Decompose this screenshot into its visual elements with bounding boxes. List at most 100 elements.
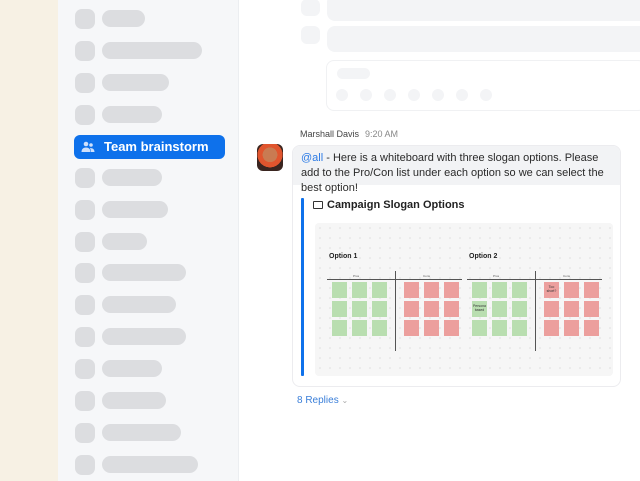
channel-icon [75,105,95,125]
channel-label-placeholder [102,74,169,91]
pro-sticky-note [372,282,387,298]
channel-icon [75,263,95,283]
con-sticky-note: Too short? [544,282,559,298]
pro-sticky-note [372,320,387,336]
background-strip [0,0,58,481]
pros-label: Pros [493,274,500,278]
divider-line [327,279,462,280]
pro-sticky-note [472,320,487,336]
message-header: Marshall Davis 9:20 AM [300,129,398,139]
placeholder-dot [360,89,372,101]
con-sticky-note [444,282,459,298]
channel-label-placeholder [102,424,181,441]
con-sticky-note [424,282,439,298]
message-body: - Here is a whiteboard with three slogan… [301,152,604,194]
pros-label: Pros [353,274,360,278]
channel-label-placeholder [102,264,186,281]
divider-line [535,271,536,351]
con-sticky-note [564,320,579,336]
card-title[interactable]: Campaign Slogan Options [313,199,465,211]
con-sticky-note [564,301,579,317]
placeholder-dot [456,89,468,101]
channel-label-placeholder [102,360,162,377]
placeholder-avatar [301,26,320,44]
pro-sticky-note [492,301,507,317]
pro-sticky-note [512,320,527,336]
channel-icon [75,423,95,443]
pro-sticky-note [472,282,487,298]
pro-sticky-note [492,282,507,298]
timestamp: 9:20 AM [365,129,399,139]
replies-link[interactable]: 8 Replies ⌄ [297,395,348,406]
con-sticky-note [544,301,559,317]
whiteboard-preview[interactable]: Option 1 Pros Cons Option 2 Pros Cons Too shor… [315,223,613,376]
author-name[interactable]: Marshall Davis [300,129,360,139]
placeholder-bar [337,68,370,79]
channel-label-placeholder [102,392,166,409]
con-sticky-note [424,320,439,336]
con-sticky-note [444,301,459,317]
pro-sticky-note [332,282,347,298]
placeholder-message [327,26,640,52]
con-sticky-note [544,320,559,336]
channel-icon [75,200,95,220]
option-label: Option 2 [469,253,498,260]
card-accent-bar [301,198,304,376]
pro-sticky-note [492,320,507,336]
pro-sticky-note [512,301,527,317]
pro-sticky-note [512,282,527,298]
message-text: @all - Here is a whiteboard with three s… [293,146,620,194]
channel-icon [75,295,95,315]
placeholder-card [326,60,640,111]
placeholder-dot [480,89,492,101]
cons-label: Cons [423,274,431,278]
placeholder-dot [336,89,348,101]
group-icon [81,141,95,152]
pro-sticky-note [352,282,367,298]
placeholder-dot [408,89,420,101]
chevron-down-icon: ⌄ [341,396,349,405]
avatar[interactable] [257,144,283,171]
channel-icon [75,9,95,29]
channel-label-placeholder [102,296,176,313]
con-sticky-note [584,282,599,298]
replies-count: 8 Replies [297,395,339,406]
con-sticky-note [404,301,419,317]
message-bubble: @all - Here is a whiteboard with three s… [292,145,621,387]
placeholder-message [327,0,640,21]
channel-icon [75,391,95,411]
channel-icon [75,41,95,61]
channel-icon [75,327,95,347]
whiteboard-icon [313,201,323,209]
sidebar-item-team-brainstorm[interactable]: Team brainstorm [74,135,225,159]
sidebar [58,0,239,481]
con-sticky-note [444,320,459,336]
pro-sticky-note [332,301,347,317]
con-sticky-note [564,282,579,298]
pro-sticky-note [352,301,367,317]
con-sticky-note [584,301,599,317]
sidebar-item-label: Team brainstorm [104,139,209,154]
divider-line [467,279,602,280]
channel-label-placeholder [102,42,202,59]
card-title-text: Campaign Slogan Options [327,199,465,211]
channel-icon [75,359,95,379]
divider-line [395,271,396,351]
placeholder-dot [384,89,396,101]
pro-sticky-note [352,320,367,336]
channel-label-placeholder [102,106,162,123]
channel-label-placeholder [102,233,147,250]
channel-label-placeholder [102,169,162,186]
placeholder-avatar [301,0,320,16]
con-sticky-note [584,320,599,336]
channel-icon [75,73,95,93]
pro-sticky-note [332,320,347,336]
channel-label-placeholder [102,328,186,345]
channel-label-placeholder [102,10,145,27]
pro-sticky-note [372,301,387,317]
mention-link[interactable]: @all [301,152,324,164]
cons-label: Cons [563,274,571,278]
option-label: Option 1 [329,253,358,260]
pro-sticky-note: Persona based [472,301,487,317]
con-sticky-note [424,301,439,317]
